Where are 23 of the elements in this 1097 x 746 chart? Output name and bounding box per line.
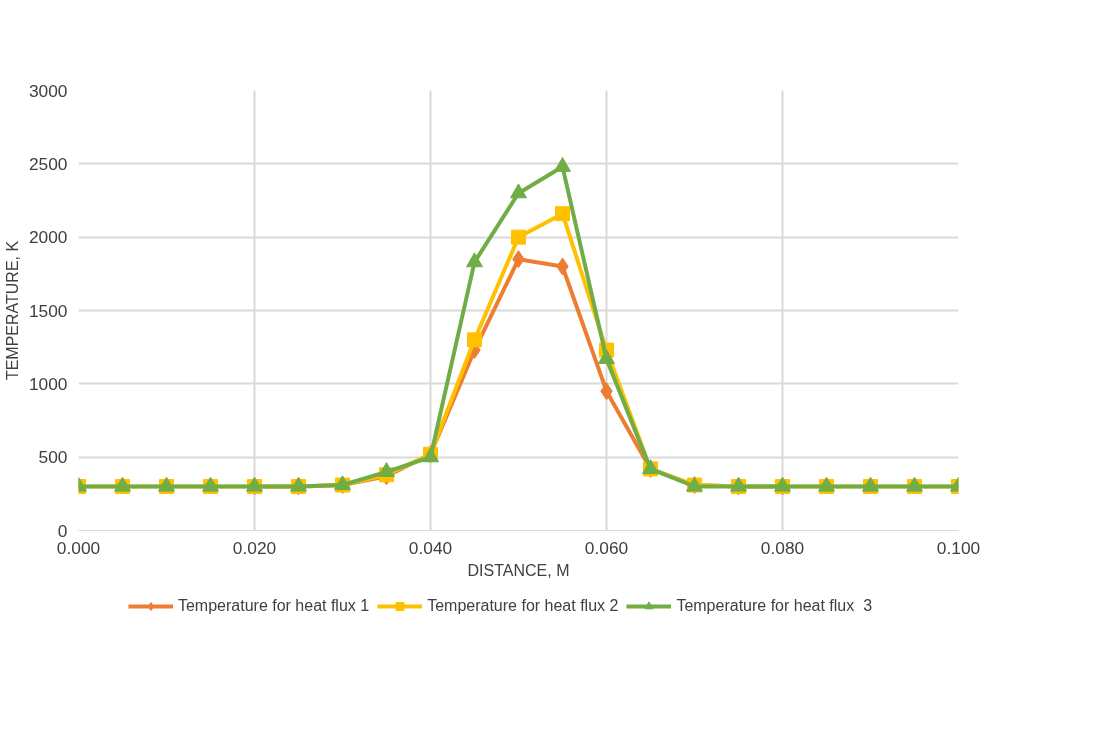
legend-label: Temperature for heat flux 3 (676, 597, 873, 615)
x-axis-title: DISTANCE, M (467, 561, 570, 579)
x-tick-label: 0.060 (584, 537, 629, 558)
legend-label: Temperature for heat flux 2 (427, 597, 619, 615)
y-tick-label: 500 (38, 447, 68, 468)
point (510, 183, 527, 199)
legend-label: Temperature for heat flux 1 (177, 597, 370, 615)
y-axis-title: TEMPERATURE, K (3, 240, 21, 381)
y-tick-label: 2000 (28, 227, 68, 248)
x-tick-label: 0.020 (232, 537, 277, 558)
x-tick-label: 0.080 (760, 537, 805, 558)
x-tick-label: 0.040 (408, 537, 453, 558)
x-tick-label: 0.100 (936, 537, 981, 558)
y-tick-label: 3000 (28, 80, 68, 101)
point (598, 349, 615, 365)
y-tick-label: 1000 (28, 373, 68, 394)
point (511, 229, 526, 245)
y-tick-label: 1500 (28, 300, 68, 321)
point (467, 332, 482, 348)
point (466, 252, 483, 268)
point (555, 206, 570, 222)
point (554, 157, 571, 172)
y-tick-label: 2500 (28, 153, 68, 174)
